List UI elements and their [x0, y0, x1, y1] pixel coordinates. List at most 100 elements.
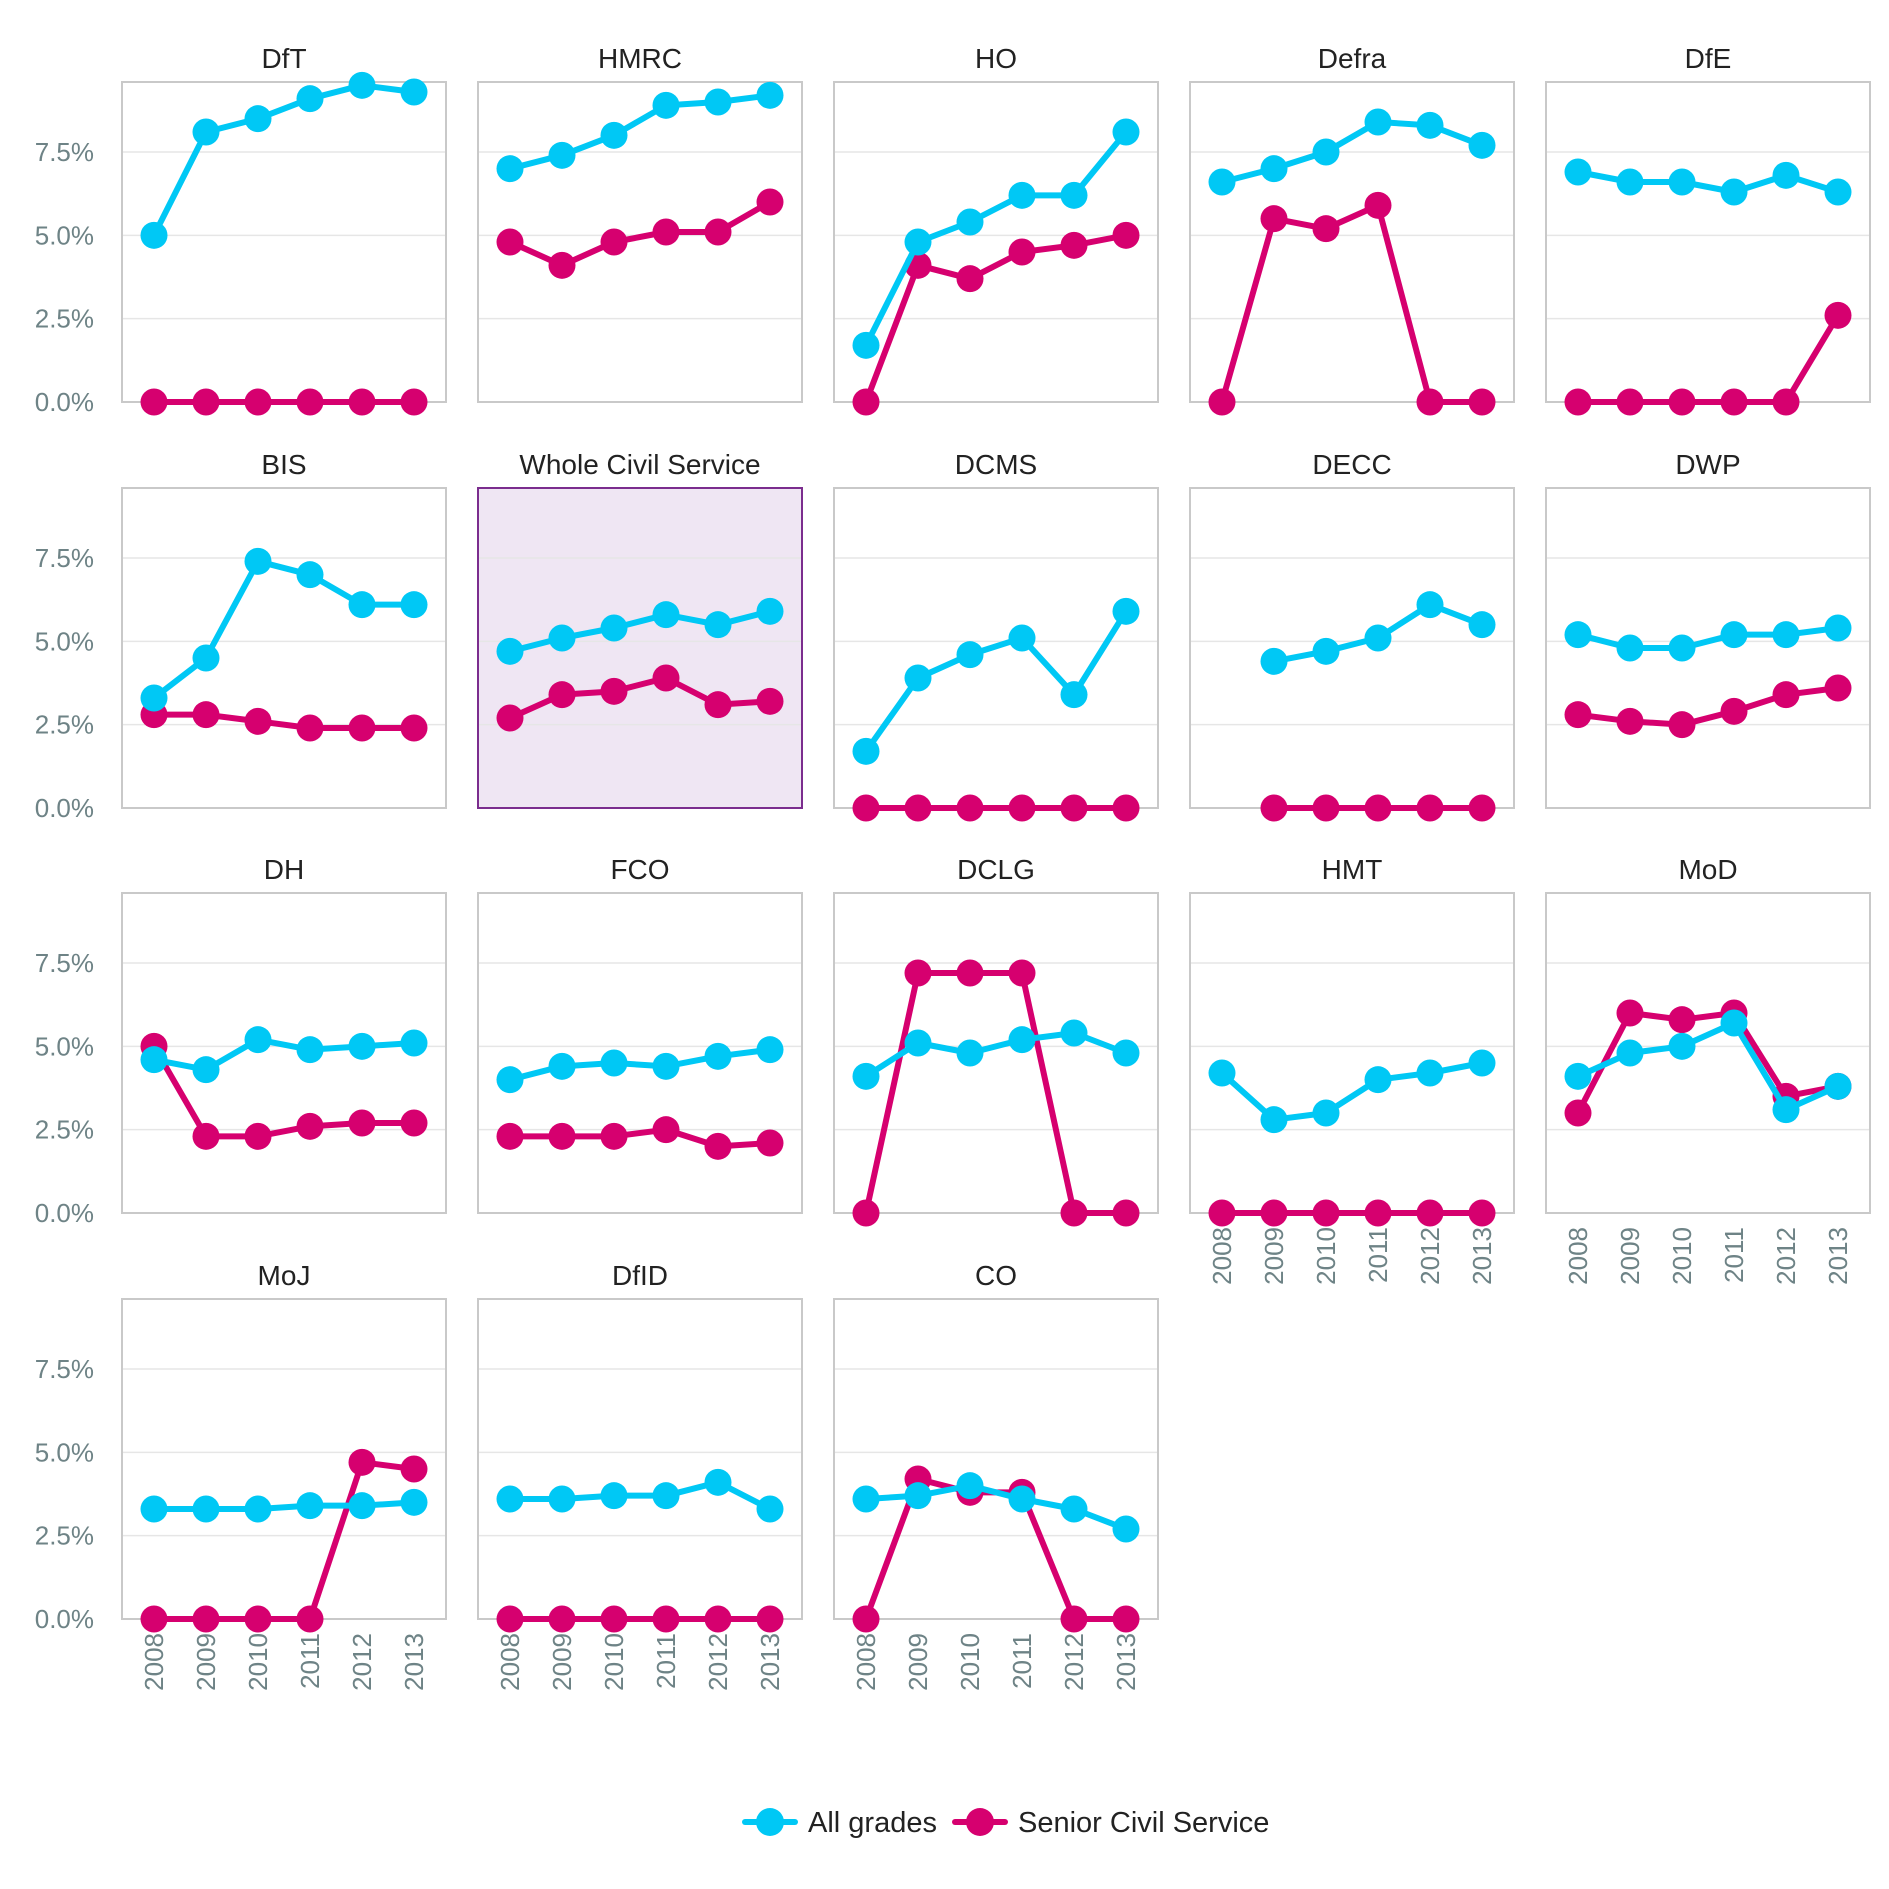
series-all-grades	[852, 1019, 1140, 1090]
data-point	[1720, 697, 1748, 725]
data-point	[1720, 388, 1748, 416]
series-all-grades	[496, 597, 784, 665]
data-point	[1260, 794, 1288, 822]
data-point	[1060, 231, 1088, 259]
y-tick-label: 2.5%	[35, 710, 94, 740]
x-tick-label: 2011	[1007, 1633, 1037, 1689]
data-point	[704, 1468, 732, 1496]
panel-dft: DfT	[121, 43, 447, 416]
series-all-grades	[1564, 158, 1852, 206]
data-point	[1112, 1199, 1140, 1227]
panel-frame	[1189, 487, 1515, 809]
data-point	[1416, 591, 1444, 619]
panel-dcms: DCMS	[833, 449, 1159, 822]
panel-title: HMT	[1322, 854, 1383, 885]
data-point	[904, 664, 932, 692]
series-senior-civil-service	[1208, 191, 1496, 416]
data-point	[852, 737, 880, 765]
panel-dfid: DfID 2008 2009 2010 2011 2012 2013	[477, 1260, 803, 1691]
data-point	[1060, 794, 1088, 822]
data-point	[852, 388, 880, 416]
data-point	[192, 388, 220, 416]
data-point	[1208, 1199, 1236, 1227]
data-point	[140, 1495, 168, 1523]
data-point	[296, 1492, 324, 1520]
panel-ho: HO	[833, 43, 1159, 416]
data-point	[496, 1122, 524, 1150]
series-all-grades	[140, 547, 428, 712]
data-point	[600, 121, 628, 149]
x-tick-label: 2009	[1615, 1227, 1645, 1285]
data-point	[548, 141, 576, 169]
data-point	[1208, 168, 1236, 196]
y-tick-label: 5.0%	[35, 1031, 94, 1061]
data-point	[1112, 118, 1140, 146]
x-tick-label: 2008	[495, 1633, 525, 1691]
data-point	[1824, 674, 1852, 702]
panel-dwp: DWP	[1545, 449, 1871, 809]
data-point	[1668, 168, 1696, 196]
x-tick-label: 2008	[1207, 1227, 1237, 1285]
data-point	[600, 614, 628, 642]
y-tick-label: 7.5%	[35, 948, 94, 978]
data-point	[1468, 794, 1496, 822]
data-point	[704, 88, 732, 116]
data-point	[1112, 1515, 1140, 1543]
panel-title: Defra	[1318, 43, 1387, 74]
data-point	[296, 388, 324, 416]
data-point	[1720, 178, 1748, 206]
panel-title: HMRC	[598, 43, 682, 74]
data-point	[1564, 621, 1592, 649]
data-point	[704, 1605, 732, 1633]
data-point	[496, 1066, 524, 1094]
series-all-grades	[1208, 1049, 1496, 1134]
data-point	[904, 1029, 932, 1057]
data-point	[1208, 1059, 1236, 1087]
x-tick-label: 2013	[755, 1633, 785, 1691]
panel-title: HO	[975, 43, 1017, 74]
x-tick-label: 2008	[139, 1633, 169, 1691]
x-tick-label: 2009	[903, 1633, 933, 1691]
data-point	[1312, 637, 1340, 665]
data-point	[400, 1455, 428, 1483]
data-point	[852, 1605, 880, 1633]
data-point	[1468, 1049, 1496, 1077]
data-point	[400, 78, 428, 106]
data-point	[400, 388, 428, 416]
data-point	[296, 1112, 324, 1140]
series-senior-civil-service	[1564, 301, 1852, 416]
data-point	[600, 1049, 628, 1077]
panel-mod: MoD 2008 2009 2010 2011 2012 2013	[1545, 854, 1871, 1285]
series-senior-civil-service	[140, 1032, 428, 1150]
data-point	[1668, 634, 1696, 662]
x-tick-label: 2013	[1467, 1227, 1497, 1285]
data-point	[1772, 161, 1800, 189]
data-point	[400, 714, 428, 742]
x-tick-label: 2012	[703, 1633, 733, 1691]
data-point	[1312, 215, 1340, 243]
data-point	[756, 188, 784, 216]
x-tick-label: 2009	[191, 1633, 221, 1691]
data-point	[1616, 707, 1644, 735]
y-tick-label: 7.5%	[35, 543, 94, 573]
panel-bis: BIS	[121, 449, 447, 809]
series-senior-civil-service	[496, 1605, 784, 1633]
data-point	[756, 1129, 784, 1157]
data-point	[400, 591, 428, 619]
data-point	[244, 1026, 272, 1054]
data-point	[1564, 1099, 1592, 1127]
panel-fco: FCO	[477, 854, 803, 1214]
series-all-grades	[852, 1472, 1140, 1543]
y-tick-label: 7.5%	[35, 137, 94, 167]
data-point	[1112, 1039, 1140, 1067]
legend: All grades Senior Civil Service	[742, 1807, 1269, 1839]
data-point	[1260, 205, 1288, 233]
data-point	[548, 624, 576, 652]
legend-item-senior-civil-service: Senior Civil Service	[952, 1807, 1269, 1839]
legend-label: All grades	[808, 1807, 937, 1839]
data-point	[548, 1485, 576, 1513]
series-all-grades	[1564, 614, 1852, 662]
data-point	[600, 1122, 628, 1150]
data-point	[756, 1605, 784, 1633]
data-point	[652, 601, 680, 629]
